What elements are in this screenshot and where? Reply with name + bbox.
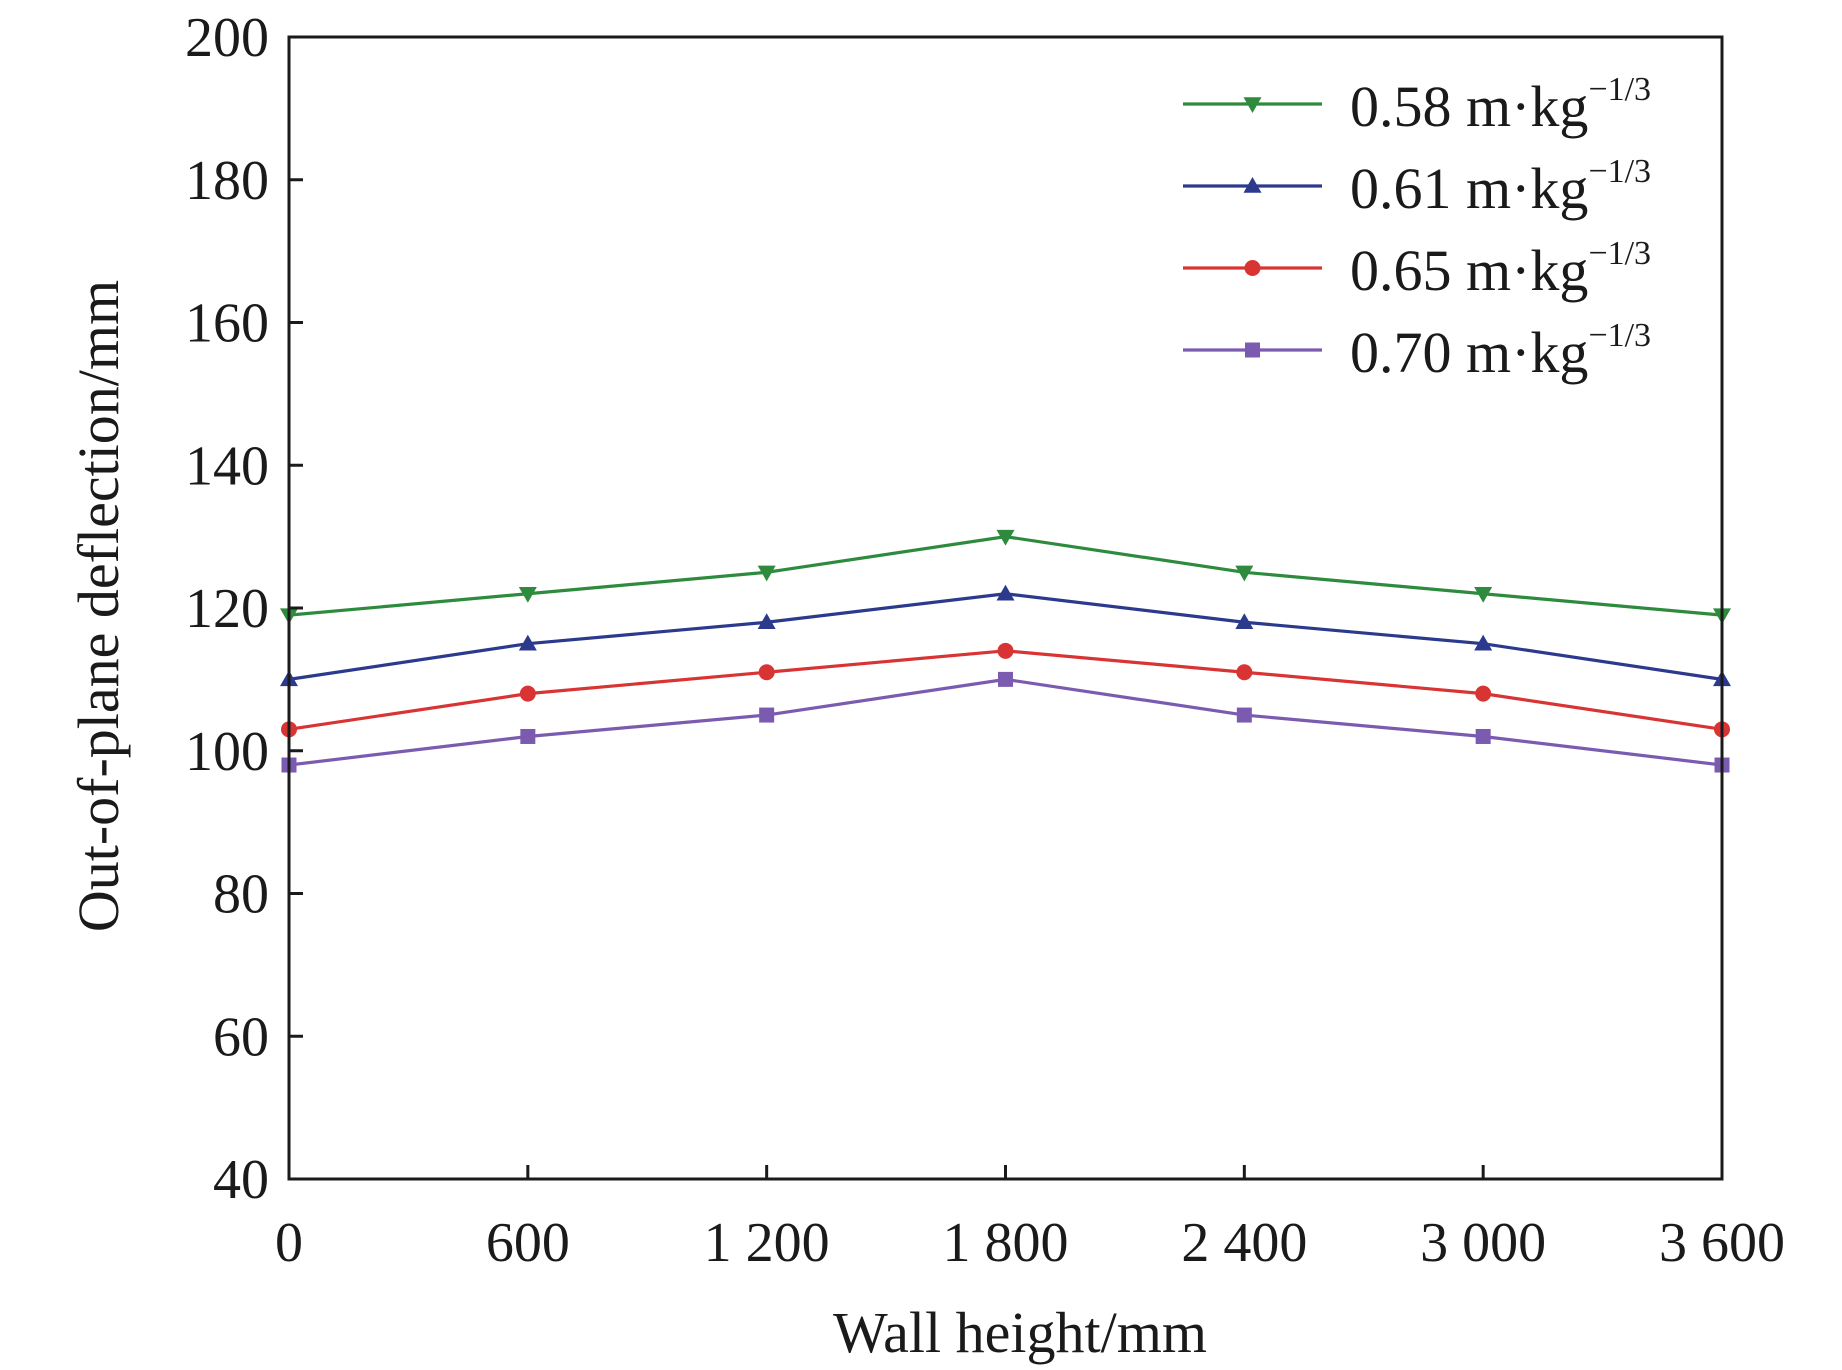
legend-label-sup-0: −1/3 <box>1588 71 1651 108</box>
data-point-0-2 <box>757 565 776 582</box>
legend-label-main-3: 0.70 m·kg <box>1350 320 1588 385</box>
legend-label-sup-3: −1/3 <box>1588 317 1651 354</box>
data-point-0-3 <box>996 529 1015 546</box>
data-point-0-5 <box>1474 586 1493 603</box>
data-point-2-4 <box>1236 664 1253 681</box>
data-point-2-3 <box>997 642 1014 659</box>
plot-area <box>280 529 1731 773</box>
legend-entry-2: 0.65 m·kg−1/3 <box>1183 235 1651 303</box>
data-point-2-2 <box>758 664 775 681</box>
y-tick-label-40: 40 <box>213 1149 269 1211</box>
y-tick-label-160: 160 <box>185 293 269 355</box>
data-point-3-2 <box>759 707 775 723</box>
y-tick-label-140: 140 <box>185 435 269 497</box>
legend: 0.58 m·kg−1/30.61 m·kg−1/30.65 m·kg−1/30… <box>1183 71 1651 385</box>
y-tick-label-100: 100 <box>185 721 269 783</box>
data-point-3-1 <box>520 728 536 744</box>
data-point-2-1 <box>519 685 536 702</box>
axes: 40 60 80 100 120 140 160 180 200 0 600 1 200 1 800 2 … <box>185 7 1785 1274</box>
legend-entry-3: 0.70 m·kg−1/3 <box>1183 317 1651 385</box>
legend-label-1: 0.61 m·kg−1/3 <box>1350 153 1651 221</box>
x-tick-label-3600: 3 600 <box>1659 1212 1785 1274</box>
data-point-3-5 <box>1475 728 1491 744</box>
legend-entry-0: 0.58 m·kg−1/3 <box>1183 71 1651 139</box>
series-1 <box>280 584 1731 687</box>
data-point-1-2 <box>757 613 776 630</box>
x-tick-label-1800: 1 800 <box>943 1212 1069 1274</box>
x-tick-label-1200: 1 200 <box>704 1212 830 1274</box>
x-tick-label-600: 600 <box>486 1212 570 1274</box>
legend-label-sup-1: −1/3 <box>1588 153 1651 190</box>
data-point-3-3 <box>998 671 1013 687</box>
legend-marker-3 <box>1245 342 1260 358</box>
data-point-0-1 <box>518 586 537 603</box>
data-point-2-5 <box>1475 685 1492 702</box>
y-tick-label-120: 120 <box>185 578 269 640</box>
legend-label-main-2: 0.65 m·kg <box>1350 238 1588 303</box>
y-tick-label-180: 180 <box>185 150 269 212</box>
x-tick-label-2400: 2 400 <box>1181 1212 1307 1274</box>
x-tick-label-0: 0 <box>275 1212 303 1274</box>
y-axis-title: Out-of-plane deflection/mm <box>66 280 131 932</box>
data-point-1-1 <box>518 634 537 651</box>
legend-marker-1 <box>1243 177 1262 193</box>
y-tick-label-200: 200 <box>185 7 269 69</box>
legend-label-3: 0.70 m·kg−1/3 <box>1350 317 1651 385</box>
legend-marker-2 <box>1244 260 1261 276</box>
series-3 <box>281 671 1730 773</box>
y-tick-label-80: 80 <box>213 864 269 926</box>
data-point-3-4 <box>1236 707 1252 723</box>
legend-label-2: 0.65 m·kg−1/3 <box>1350 235 1651 303</box>
legend-label-main-0: 0.58 m·kg <box>1350 74 1588 139</box>
legend-entry-1: 0.61 m·kg−1/3 <box>1183 153 1651 221</box>
legend-label-0: 0.58 m·kg−1/3 <box>1350 71 1651 139</box>
data-point-1-5 <box>1474 634 1493 651</box>
legend-label-main-1: 0.61 m·kg <box>1350 156 1588 221</box>
x-axis-title: Wall height/mm <box>833 1300 1207 1365</box>
y-tick-label-60: 60 <box>213 1006 269 1068</box>
legend-marker-0 <box>1243 97 1262 113</box>
data-point-1-4 <box>1235 613 1254 630</box>
data-point-0-4 <box>1235 565 1254 582</box>
x-tick-label-3000: 3 000 <box>1420 1212 1546 1274</box>
data-point-1-3 <box>996 584 1015 601</box>
legend-label-sup-2: −1/3 <box>1588 235 1651 272</box>
